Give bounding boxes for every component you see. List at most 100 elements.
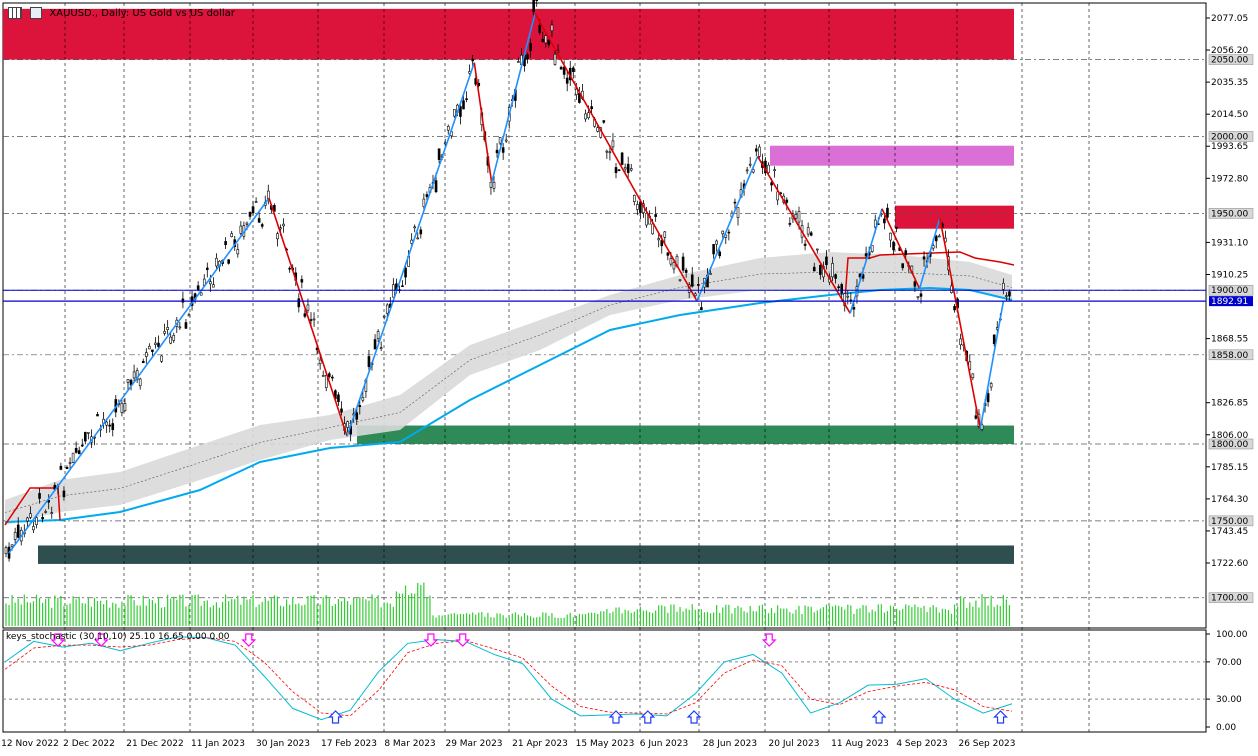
candle-body [492,181,496,189]
candle-body [71,452,75,463]
candle-body [1002,282,1005,290]
candle-body [41,516,44,520]
y-tick-label: 2077.05 [1211,14,1248,24]
candle-body [681,256,685,271]
candle-body [748,163,752,166]
candle-body [715,240,718,245]
x-tick-label: 20 Jul 2023 [769,739,820,749]
level-label-box [1208,131,1254,142]
candle-body [736,207,740,218]
candle-body [404,267,407,278]
candle-body [526,54,529,60]
candle-body [446,126,450,131]
candle-body [611,140,615,148]
candle-body [974,415,978,419]
candle-body [803,243,807,246]
candle-body [10,544,14,547]
candle-body [608,151,612,154]
arrow-up-icon [993,710,1008,724]
stoch-d-line [4,637,1013,717]
chart-title: XAUUSD., Daily: US Gold vs US dollar [49,8,235,19]
chart-window-icon[interactable] [30,7,43,19]
candle-body [596,127,600,132]
candle-body [309,319,313,321]
zigzag-up-segment [490,13,536,183]
candle-body [913,281,917,287]
candle-body [306,304,310,311]
candle-body [169,336,172,344]
candle-body [337,394,340,403]
candle-body [758,146,761,157]
x-tick-label: 8 Mar 2023 [384,739,435,749]
arrow-up-icon [608,710,624,724]
y-tick-label: 1972.80 [1211,174,1248,184]
candle-body [819,264,822,275]
candle-body [529,43,532,52]
candle-body [840,284,844,294]
candle-body [666,252,670,256]
candle-body [346,421,349,428]
y-tick-label: 2035.35 [1211,78,1248,88]
zigzag-down-segment [268,197,348,437]
candle-body [160,355,163,362]
candle-body [459,106,462,117]
x-tick-label: 21 Dec 2022 [126,739,184,749]
menu-grid-icon[interactable] [8,7,22,19]
candle-body [385,304,389,314]
candle-body [697,284,700,286]
candle-body [68,462,72,464]
candle-body [657,238,661,241]
candle-body [544,35,548,44]
candle-body [873,219,877,228]
candle-body [96,414,99,417]
candle-body [886,207,889,218]
candle-body [16,524,20,538]
candle-body [883,218,886,224]
level-label: 1700.00 [1211,594,1248,604]
candle-body [209,281,212,285]
candle-body [864,253,868,257]
candle-body [770,182,773,186]
candle-body [590,106,593,110]
candle-body [541,38,545,43]
candle-body [65,467,69,470]
candle-body [453,109,456,117]
candle-body [297,298,301,308]
candle-body [120,402,124,413]
candle-body [550,24,554,32]
candle-body [559,66,563,70]
candle-body [126,379,130,383]
x-tick-label: 12 Nov 2022 [1,739,59,749]
candle-body [29,513,32,518]
candle-body [154,342,157,345]
candle-body [797,211,801,223]
y-tick-label: 2056.20 [1211,46,1248,56]
zigzag-up-segment [979,300,1005,429]
candle-body [617,169,621,172]
arrow-down-icon [241,633,257,647]
envelope-red [844,251,1015,301]
candle-body [260,224,264,227]
candle-body [376,331,380,339]
candle-body [532,0,535,13]
candle-body [934,235,938,242]
candle-body [257,218,261,223]
candle-body [602,120,606,123]
candle-body [462,100,465,110]
candle-body [620,152,624,165]
current-price-box [1209,296,1253,307]
candle-body [248,211,252,217]
candle-body [745,169,749,172]
candle-body [413,226,417,229]
zone-supply-main [3,8,1014,60]
candle-body [425,194,429,197]
candle-body [538,24,542,33]
candle-body [834,274,837,279]
candle-body [684,269,688,273]
x-tick-label: 30 Jan 2023 [256,739,310,749]
candle-body [236,249,240,255]
x-tick-label: 2 Dec 2022 [63,739,115,749]
candle-body [312,318,316,321]
candle-body [327,373,331,377]
